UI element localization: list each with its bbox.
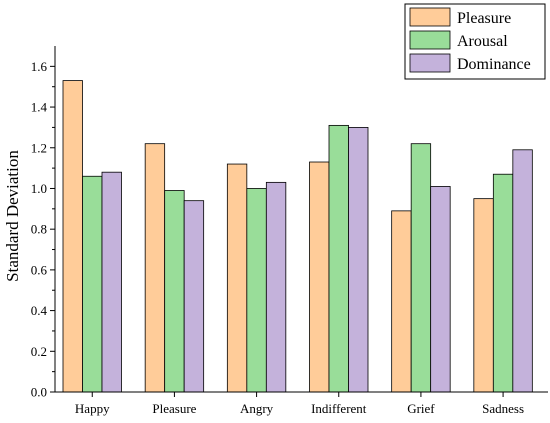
plot-area	[62, 80, 533, 393]
legend-swatch-pleasure	[409, 7, 451, 27]
y-tick-label: 0.8	[31, 222, 47, 237]
bar-pleasure-happy	[62, 80, 83, 393]
bar-pleasure-grief	[391, 210, 412, 393]
y-tick-label: 0.2	[31, 344, 47, 359]
bar-dominance-pleasure	[183, 200, 205, 393]
bar-dominance-indifferent	[348, 127, 369, 393]
y-axis: 0.0 0.2 0.4 0.6 0.8 1.0 1.2 1.4 1.6	[31, 46, 56, 400]
y-tick-label: 0.0	[31, 385, 47, 400]
x-axis: Happy Pleasure Angry Indifferent Grief Sadnes…	[55, 391, 548, 416]
y-tick-label: 0.6	[31, 262, 48, 277]
bar-arousal-happy	[82, 175, 103, 393]
legend-label-arousal: Arousal	[457, 33, 508, 50]
bar-dominance-angry	[265, 181, 287, 393]
x-tick-label: Angry	[240, 401, 274, 416]
bar-arousal-angry	[246, 188, 267, 393]
legend-label-pleasure: Pleasure	[457, 10, 511, 27]
x-tick-label: Grief	[407, 401, 435, 416]
bar-pleasure-angry	[226, 163, 248, 393]
y-axis-label: Standard Deviation	[3, 150, 22, 282]
y-tick-label: 0.4	[31, 303, 48, 318]
legend: Pleasure Arousal Dominance	[404, 3, 546, 80]
bar-pleasure-sadness	[473, 198, 494, 393]
x-tick-label: Indifferent	[311, 401, 367, 416]
x-tick-label: Pleasure	[152, 401, 196, 416]
y-tick-label: 1.6	[31, 59, 48, 74]
legend-swatch-dominance	[409, 53, 451, 73]
legend-label-dominance: Dominance	[457, 56, 531, 73]
y-tick-label: 1.2	[31, 140, 47, 155]
x-tick-label: Sadness	[482, 401, 524, 416]
bar-dominance-grief	[430, 186, 451, 393]
x-tick-label: Happy	[75, 401, 110, 416]
bar-pleasure-indifferent	[309, 161, 330, 393]
bar-arousal-pleasure	[164, 190, 185, 393]
bar-arousal-grief	[410, 143, 432, 393]
bar-arousal-sadness	[492, 173, 514, 393]
bar-dominance-happy	[101, 171, 122, 393]
bar-arousal-indifferent	[328, 124, 349, 393]
y-tick-label: 1.4	[31, 100, 48, 115]
legend-swatch-arousal	[409, 30, 451, 50]
bar-dominance-sadness	[512, 149, 533, 393]
y-tick-label: 1.0	[31, 181, 47, 196]
bar-pleasure-pleasure	[144, 143, 166, 393]
